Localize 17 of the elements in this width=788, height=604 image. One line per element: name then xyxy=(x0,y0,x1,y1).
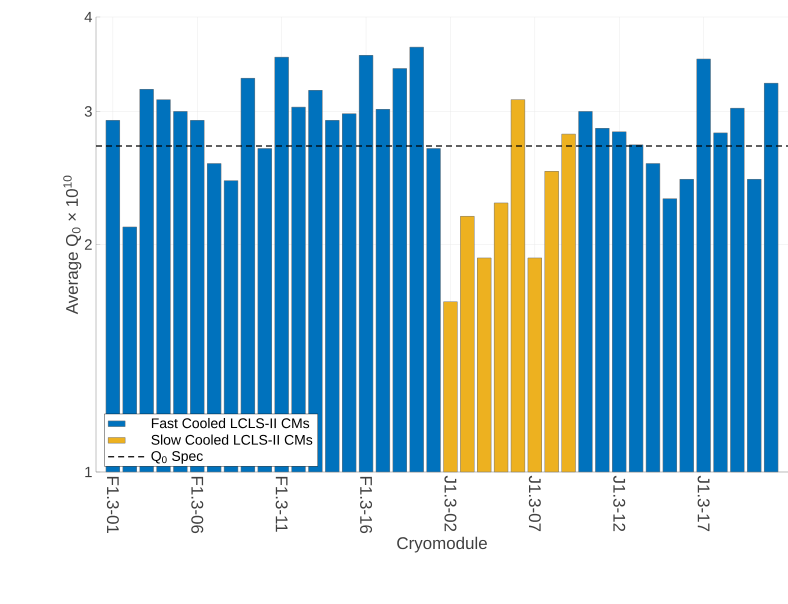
x-axis-title: Cryomodule xyxy=(397,536,487,553)
x-tick-label: F1.3-11 xyxy=(276,476,288,532)
x-tick-label: J1.3-07 xyxy=(528,476,541,532)
x-tick-label: J1.3-17 xyxy=(698,476,710,532)
y-axis-title: Average Q$_{0}$ × 10$^{10}$ xyxy=(63,176,82,314)
legend-label: Fast Cooled LCLS-II CMs xyxy=(152,418,310,428)
x-tick-label: F1.3-06 xyxy=(191,476,204,534)
x-tick-label: J1.3-12 xyxy=(613,476,626,532)
y-tick-label: 4 xyxy=(84,12,92,22)
y-tick-label: 1 xyxy=(85,466,92,478)
x-tick-label: F1.3-01 xyxy=(106,476,119,534)
legend-label: Slow Cooled LCLS-II CMs xyxy=(151,434,312,445)
legend-label: Q$_{0}$ Spec xyxy=(151,451,203,464)
y-tick-label: 2 xyxy=(84,239,92,250)
y-tick-label: 3 xyxy=(84,106,92,117)
x-tick-label: J1.3-02 xyxy=(444,476,456,532)
x-tick-label: F1.3-16 xyxy=(360,476,372,534)
